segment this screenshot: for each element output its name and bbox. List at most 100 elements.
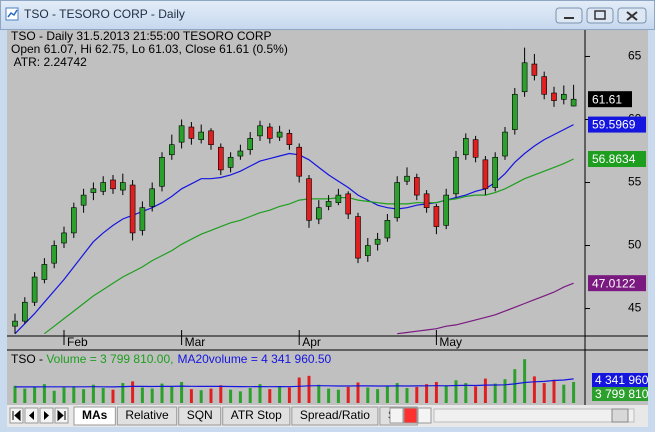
- volume-bar: [248, 388, 252, 403]
- volume-bar: [52, 390, 56, 403]
- tab[interactable]: [291, 406, 379, 426]
- last-value-box: [588, 116, 646, 133]
- volume-bar: [140, 387, 144, 403]
- volume-bar: [238, 391, 242, 403]
- nav-first-glyph: [12, 409, 21, 422]
- volume-bar: [62, 387, 66, 403]
- tab[interactable]: [178, 406, 222, 426]
- volume-bar: [474, 386, 478, 403]
- volume-header-volume: Volume = 3 799 810.00,: [46, 352, 173, 366]
- sort-button[interactable]: [417, 407, 432, 424]
- candle-body: [492, 156, 499, 188]
- candle-body: [433, 206, 440, 227]
- candle-body: [413, 177, 420, 196]
- maximize-button[interactable]: [586, 7, 614, 24]
- nav-prev-glyph: [29, 411, 34, 420]
- window-buttons: [555, 7, 647, 24]
- volume-bar: [503, 379, 507, 403]
- candle-body: [345, 193, 352, 215]
- candle-body: [521, 62, 528, 93]
- minimize-button[interactable]: [555, 7, 583, 24]
- moving-average: [397, 282, 574, 335]
- scrollbar-thumb[interactable]: [611, 408, 629, 423]
- candle-body: [541, 76, 548, 95]
- volume-bar: [121, 383, 125, 403]
- lock-button[interactable]: [389, 407, 404, 424]
- candle-body: [276, 131, 283, 138]
- candle-body: [218, 146, 224, 171]
- candle-body: [169, 144, 175, 156]
- close-glyph: [626, 11, 638, 21]
- volume-value-box: [592, 373, 648, 387]
- volume-header: TSO - Volume = 3 799 810.00, MA20volume =…: [11, 352, 332, 366]
- volume-bar: [356, 382, 360, 403]
- volume-bar: [542, 383, 546, 403]
- volume-bar: [160, 383, 164, 403]
- volume-bar: [395, 383, 399, 403]
- volume-bar: [13, 385, 17, 403]
- last-value-label: 56.8634: [592, 152, 636, 166]
- candle-body: [80, 194, 87, 206]
- volume-bar: [336, 389, 340, 403]
- last-value-label: 61.61: [592, 92, 622, 106]
- y-tick-label: 55: [628, 175, 642, 189]
- last-value-box: [588, 91, 632, 108]
- candle-body: [12, 320, 18, 327]
- x-tick-label: Feb: [67, 335, 88, 349]
- volume-value-label: 3 799 810: [595, 387, 649, 401]
- volume-header-ma: MA20volume = 4 341 960.50: [177, 352, 331, 366]
- candle-body: [257, 125, 263, 137]
- color-button[interactable]: [403, 407, 418, 424]
- chart-area: [7, 30, 648, 405]
- candle-body: [306, 178, 312, 221]
- candle-body: [453, 156, 459, 195]
- y-tick-label: 65: [628, 49, 642, 63]
- volume-bar: [483, 378, 487, 403]
- nav-next-glyph: [44, 411, 49, 420]
- tab[interactable]: [222, 406, 291, 426]
- moving-average: [14, 124, 574, 335]
- candle-body: [551, 92, 557, 101]
- volume-bar: [91, 384, 95, 403]
- volume-bar: [199, 390, 203, 403]
- tab[interactable]: [73, 406, 116, 426]
- volume-bar: [101, 388, 105, 403]
- candle-body: [41, 264, 48, 280]
- x-tick-label: Mar: [185, 335, 206, 349]
- volume-bar: [562, 384, 566, 403]
- volume-bar: [532, 376, 536, 403]
- volume-value-label: 4 341 960: [595, 373, 649, 387]
- candle-body: [511, 93, 518, 130]
- tab-label: SQN: [187, 408, 213, 422]
- volume-bar: [366, 387, 370, 403]
- candle-body: [100, 182, 106, 192]
- candle-body: [237, 150, 244, 157]
- last-value-box: [588, 275, 646, 292]
- x-tick-label: Apr: [302, 335, 321, 349]
- candle-body: [90, 188, 97, 193]
- candle-body: [296, 146, 303, 177]
- candle-body: [266, 126, 273, 139]
- x-tick-label: May: [439, 335, 462, 349]
- volume-bar: [23, 388, 27, 403]
- candle-body: [374, 238, 381, 245]
- scrollbar-track[interactable]: [433, 408, 635, 423]
- volume-bar: [150, 388, 154, 403]
- candle-body: [482, 159, 489, 190]
- volume-bar: [42, 384, 46, 403]
- tab-label: ATR Stop: [231, 408, 282, 422]
- volume-bar: [189, 389, 193, 403]
- tab[interactable]: [116, 406, 178, 426]
- volume-bar: [33, 386, 37, 403]
- maximize-glyph: [594, 10, 606, 20]
- volume-bar: [346, 386, 350, 403]
- last-value-label: 47.0122: [592, 276, 636, 290]
- volume-bar: [385, 385, 389, 403]
- volume-bar: [111, 389, 115, 403]
- volume-bar: [287, 387, 291, 403]
- candle-body: [560, 93, 567, 100]
- candle-body: [335, 194, 342, 203]
- volume-bar: [268, 389, 272, 403]
- y-tick-label: 50: [628, 238, 642, 252]
- candle-body: [325, 201, 332, 207]
